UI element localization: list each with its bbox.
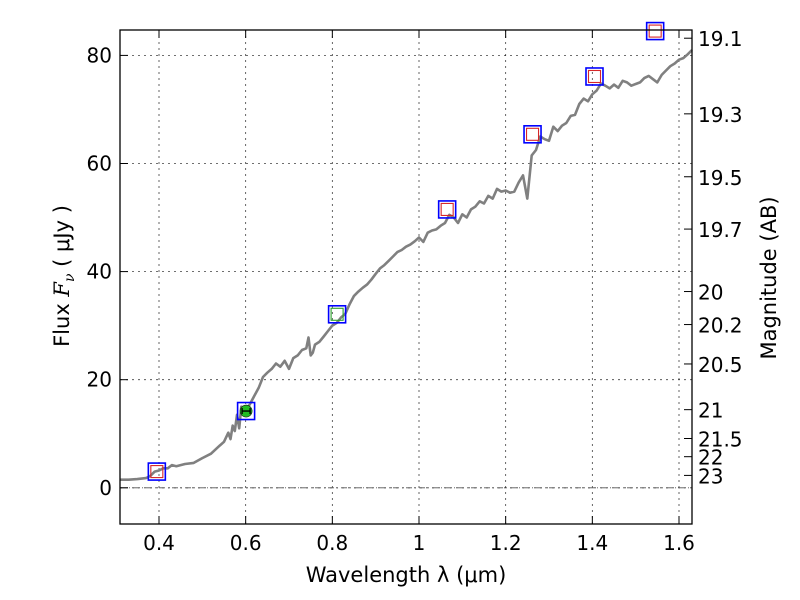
- red-square-marker: [440, 202, 454, 216]
- x-tick-label: 1: [413, 531, 426, 555]
- y-tick-label: 20: [87, 368, 112, 392]
- y2-tick-label: 20.2: [698, 314, 743, 338]
- y-tick-label: 40: [87, 260, 112, 284]
- y-axis-label-prefix: Flux: [50, 297, 74, 347]
- y-axis-label-unit: ( μJy ): [50, 205, 74, 273]
- x-tick-label: 1.4: [576, 531, 608, 555]
- green-square-marker: [330, 307, 344, 321]
- y-tick-label: 0: [99, 476, 112, 500]
- blue-square-marker: [147, 462, 167, 481]
- y2-tick-label: 19.1: [698, 27, 743, 51]
- blue-square-marker: [437, 200, 457, 219]
- plot-area: [120, 49, 693, 482]
- y2-tick-label: 19.3: [698, 103, 743, 127]
- axes-frame: [119, 29, 693, 525]
- x-tick-label: 0.6: [230, 531, 262, 555]
- ticks: 0.4 0.6 0.8 1 1.2 1.4 1.6 0 20 40 60 80 19.1 19.3 19.5…: [87, 27, 743, 555]
- photometry-markers: [147, 21, 665, 481]
- blue-square-marker: [585, 67, 604, 86]
- x-tick-label: 0.4: [143, 531, 175, 555]
- red-square-marker: [525, 127, 540, 141]
- y-tick-label: 80: [87, 43, 112, 67]
- blue-square-marker: [327, 304, 347, 324]
- y2-axis-label: Magnitude (AB): [757, 196, 781, 359]
- x-tick-label: 1.2: [490, 531, 522, 555]
- y-tick-label: 60: [87, 151, 112, 175]
- y2-tick-label: 23: [698, 464, 723, 488]
- red-square-marker: [150, 465, 164, 479]
- blue-square-marker: [236, 401, 256, 421]
- x-tick-label: 0.8: [316, 531, 348, 555]
- y-axis-label-symbol: F: [50, 281, 74, 298]
- y2-tick-label: 19.5: [698, 166, 743, 190]
- red-square-marker: [587, 69, 602, 84]
- y2-tick-label: 21: [698, 399, 723, 423]
- blue-square-marker: [645, 21, 665, 41]
- y-axis-label: Flux Fν ( μJy ): [50, 205, 78, 347]
- y-axis-label-subscript: ν: [62, 273, 78, 282]
- y2-tick-label: 22: [698, 446, 723, 470]
- grid: [120, 30, 692, 524]
- red-square-marker: [648, 24, 662, 38]
- blue-square-marker: [523, 125, 542, 144]
- y2-tick-label: 21.5: [698, 427, 743, 451]
- y2-tick-label: 19.7: [698, 218, 743, 242]
- y2-tick-label: 20.5: [698, 353, 743, 377]
- x-tick-label: 1.6: [663, 531, 695, 555]
- spectrum-line: [120, 49, 693, 482]
- x-axis-label: Wavelength λ (μm): [306, 563, 507, 587]
- y2-tick-label: 20: [698, 281, 723, 305]
